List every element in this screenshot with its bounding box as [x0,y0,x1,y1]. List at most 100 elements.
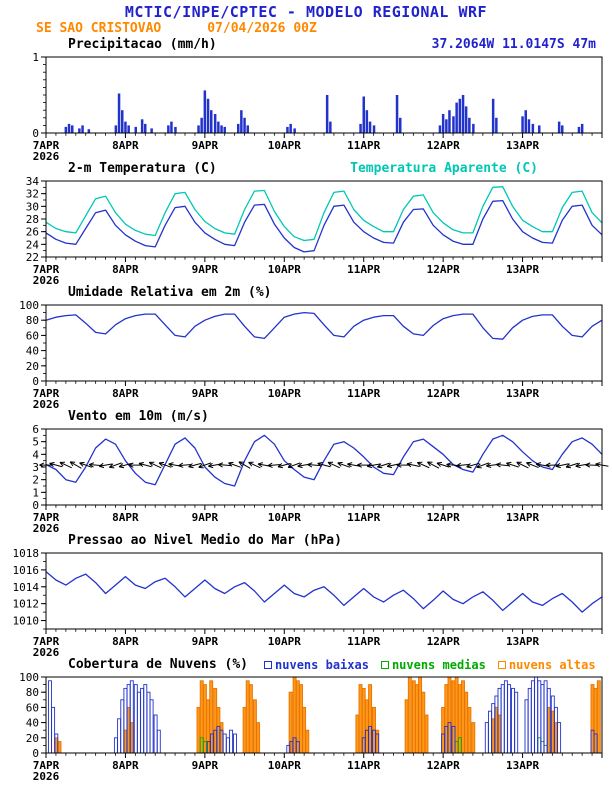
svg-text:9APR: 9APR [192,387,219,400]
svg-text:13APR: 13APR [506,139,539,152]
svg-text:8APR: 8APR [112,635,139,648]
svg-text:8APR: 8APR [112,759,139,772]
svg-text:0: 0 [32,747,39,760]
panel-precipitation: Precipitacao (mm/h) 37.2064W 11.0147S 47… [0,37,612,161]
svg-text:100: 100 [19,673,39,684]
svg-text:11APR: 11APR [347,263,380,276]
svg-text:13APR: 13APR [506,635,539,648]
svg-text:9APR: 9APR [192,263,219,276]
svg-text:2026: 2026 [33,274,60,285]
svg-text:34: 34 [26,177,40,188]
legend-label-altas: nuvens altas [508,658,596,672]
panel-title-row: Umidade Relativa em 2m (%) [0,285,612,301]
station-coordinates: 37.2064W 11.0147S 47m [431,37,596,52]
svg-text:11APR: 11APR [347,387,380,400]
svg-text:7APR: 7APR [33,263,60,276]
panel-title-temperature: 2-m Temperatura (C) [68,161,217,176]
svg-text:6: 6 [32,425,39,436]
svg-text:9APR: 9APR [192,759,219,772]
svg-text:0: 0 [32,499,39,512]
svg-text:2026: 2026 [33,522,60,533]
svg-text:12APR: 12APR [427,387,460,400]
panel-title-pressure: Pressao ao Nivel Medio do Mar (hPa) [68,533,342,548]
legend-item-nuvens-baixas: nuvens baixas [264,657,369,673]
legend-swatch-icon-baixas [264,661,273,669]
panel-pressure: Pressao ao Nivel Medio do Mar (hPa) 1010… [0,533,612,657]
svg-text:26: 26 [26,226,39,239]
svg-text:100: 100 [19,301,39,312]
svg-text:32: 32 [26,188,39,201]
svg-text:20: 20 [26,360,39,373]
svg-text:22: 22 [26,251,39,264]
svg-text:12APR: 12APR [427,635,460,648]
svg-text:4: 4 [32,448,39,461]
svg-text:80: 80 [26,314,39,327]
svg-text:0: 0 [32,375,39,388]
panel-title-humidity: Umidade Relativa em 2m (%) [68,285,272,300]
panel-title-row: Pressao ao Nivel Medio do Mar (hPa) [0,533,612,549]
panel-title-cloud-cover: Cobertura de Nuvens (%) [68,657,249,672]
svg-text:12APR: 12APR [427,139,460,152]
run-datetime: 07/04/2026 00Z [207,21,317,36]
cloud-cover-chart: 0 20 40 60 80 100 7APR 8APR 9APR 10APR 11APR 12APR 1… [19,673,603,781]
cloud-legend: nuvens baixas nuvens medias nuvens altas [264,657,596,673]
svg-text:2026: 2026 [33,646,60,657]
panel-title-row: Vento em 10m (m/s) [0,409,612,425]
svg-text:10APR: 10APR [268,511,301,524]
svg-text:13APR: 13APR [506,387,539,400]
svg-text:1012: 1012 [13,598,40,611]
svg-text:8APR: 8APR [112,139,139,152]
model-title: MCTIC/INPE/CPTEC - MODELO REGIONAL WRF [124,3,488,21]
svg-text:40: 40 [26,345,39,358]
svg-text:10APR: 10APR [268,759,301,772]
legend-swatch-icon-altas [497,661,506,669]
panel-wind: Vento em 10m (m/s) 0 1 2 3 4 5 6 7APR 8APR 9APR 10… [0,409,612,533]
svg-text:1: 1 [32,53,39,64]
svg-text:13APR: 13APR [506,511,539,524]
svg-text:60: 60 [26,329,39,342]
svg-text:2026: 2026 [33,398,60,409]
svg-text:7APR: 7APR [33,759,60,772]
panel-title-row: 2-m Temperatura (C) Temperatura Aparente… [0,161,612,177]
svg-text:12APR: 12APR [427,263,460,276]
panel-title-precipitation: Precipitacao (mm/h) [68,37,217,52]
panel-title-row: Precipitacao (mm/h) 37.2064W 11.0147S 47… [0,37,612,53]
legend-label-medias: nuvens medias [391,658,486,672]
svg-text:11APR: 11APR [347,139,380,152]
svg-text:10APR: 10APR [268,387,301,400]
svg-text:1010: 1010 [13,615,40,628]
svg-text:7APR: 7APR [33,387,60,400]
svg-text:8APR: 8APR [112,511,139,524]
svg-text:7APR: 7APR [33,139,60,152]
humidity-chart: 0 20 40 60 80 100 7APR 8APR 9APR 10APR 11APR 12APR 1… [19,301,603,409]
svg-text:7APR: 7APR [33,511,60,524]
svg-text:1014: 1014 [13,581,40,594]
station-name: SE SAO CRISTOVAO [36,21,162,36]
svg-text:2026: 2026 [33,150,60,161]
svg-text:2: 2 [32,474,39,487]
svg-text:12APR: 12APR [427,511,460,524]
svg-text:9APR: 9APR [192,139,219,152]
legend-swatch-icon-medias [380,661,389,669]
svg-text:10APR: 10APR [268,263,301,276]
svg-text:7APR: 7APR [33,635,60,648]
svg-text:10APR: 10APR [268,139,301,152]
svg-text:1016: 1016 [13,564,40,577]
run-info-row: SE SAO CRISTOVAO 07/04/2026 00Z [0,21,612,37]
svg-text:8APR: 8APR [112,263,139,276]
legend-item-nuvens-medias: nuvens medias [380,657,486,673]
panel-humidity: Umidade Relativa em 2m (%) 0 20 40 60 80 100 7… [0,285,612,409]
svg-text:30: 30 [26,200,39,213]
svg-text:11APR: 11APR [347,635,380,648]
legend-item-nuvens-altas: nuvens altas [497,657,596,673]
svg-text:80: 80 [26,686,39,699]
svg-text:8APR: 8APR [112,387,139,400]
svg-text:2026: 2026 [33,770,60,781]
svg-text:28: 28 [26,213,39,226]
svg-text:60: 60 [26,701,39,714]
legend-label-baixas: nuvens baixas [275,658,369,672]
svg-text:24: 24 [26,238,40,251]
svg-text:1018: 1018 [13,549,40,560]
